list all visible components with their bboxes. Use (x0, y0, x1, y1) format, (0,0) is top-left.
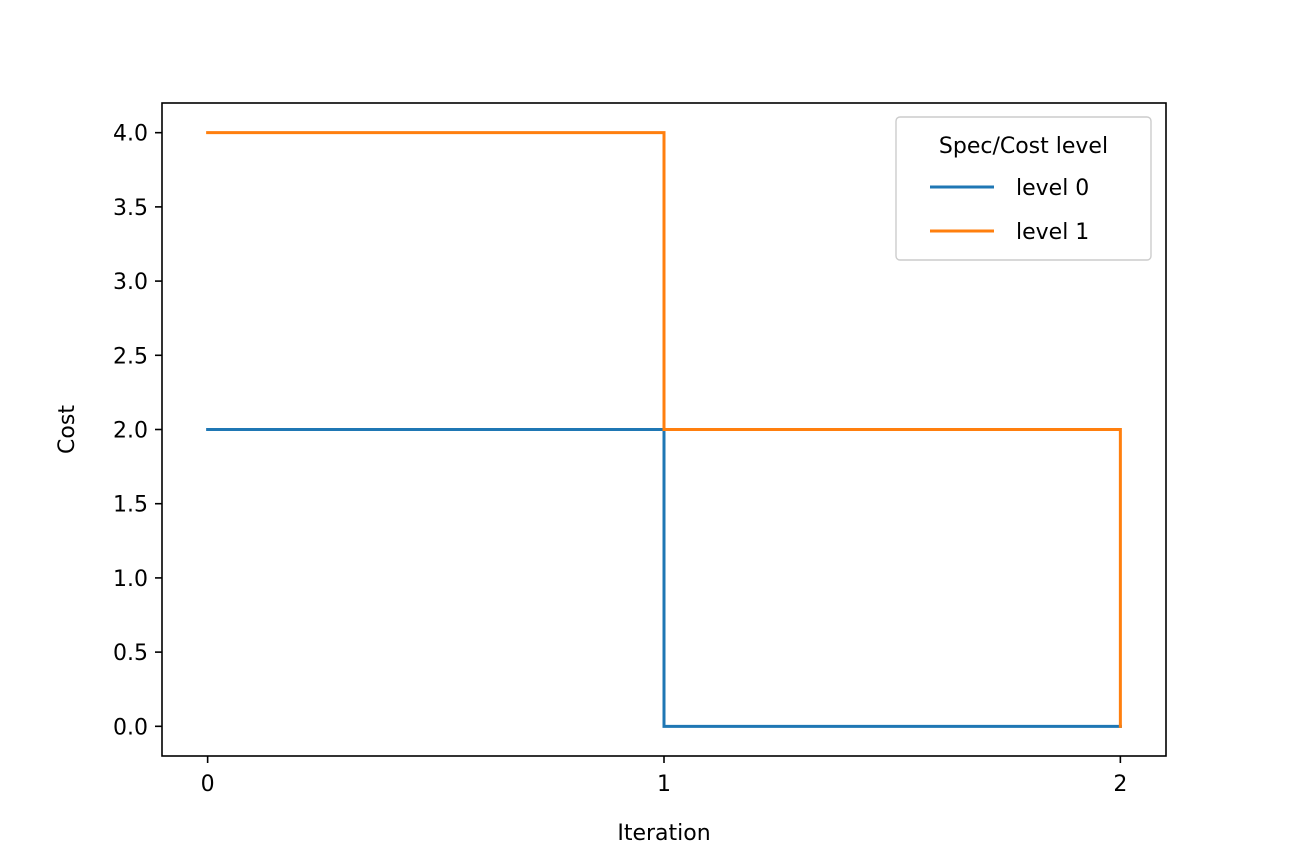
x-tick-label: 2 (1113, 772, 1127, 797)
x-tick-label: 1 (657, 772, 671, 797)
y-tick-label: 4.0 (113, 122, 148, 147)
y-tick-label: 1.5 (113, 493, 148, 518)
series-line-level-1 (206, 131, 1122, 728)
x-axis: 0 1 2 (201, 756, 1127, 797)
legend-title: Spec/Cost level (939, 134, 1108, 159)
y-tick-label: 0.5 (113, 641, 148, 666)
x-tick-label: 0 (201, 772, 215, 797)
series-line-level-0 (206, 428, 1122, 728)
y-tick-label: 3.0 (113, 270, 148, 295)
y-tick-label: 1.0 (113, 567, 148, 592)
legend-label: level 1 (1016, 220, 1089, 245)
y-tick-label: 2.0 (113, 419, 148, 444)
legend-label: level 0 (1016, 176, 1089, 201)
y-tick-label: 2.5 (113, 344, 148, 369)
legend-items: level 0 level 1 (930, 176, 1089, 245)
y-tick-label: 0.0 (113, 715, 148, 740)
y-axis: 0.0 0.5 1.0 1.5 2.0 2.5 3.0 3.5 4.0 (113, 122, 162, 740)
legend: Spec/Cost level level 0 level 1 (895, 116, 1152, 261)
y-tick-label: 3.5 (113, 196, 148, 221)
x-axis-label: Iteration (617, 821, 710, 846)
legend-box (895, 116, 1152, 261)
y-axis-label: Cost (55, 405, 80, 454)
series-layer (206, 131, 1122, 728)
